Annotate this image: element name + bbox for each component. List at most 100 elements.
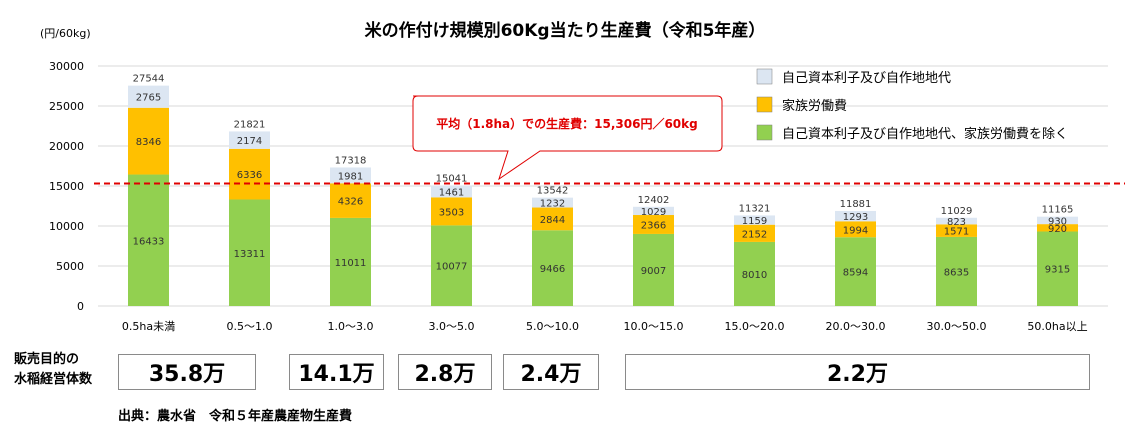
bar-total-label: 13542: [537, 186, 569, 197]
x-tick-label: 0.5～1.0: [227, 320, 273, 333]
x-tick-label: 3.0～5.0: [429, 320, 475, 333]
x-tick-label: 20.0～30.0: [826, 320, 886, 333]
bar-data-label: 8010: [742, 270, 767, 281]
bar-segment: [936, 217, 977, 225]
y-axis-unit-label: (円/60kg): [40, 27, 91, 40]
bar-data-label: 9315: [1045, 265, 1070, 276]
bar-data-label: 2174: [237, 136, 262, 147]
bar-segment: [734, 215, 775, 225]
bar-segment: [229, 199, 270, 306]
bar-data-label: 1232: [540, 199, 565, 210]
bar-data-label: 9007: [641, 266, 666, 277]
y-tick-label: 10000: [49, 220, 84, 233]
farm-count-box-1: 35.8万: [118, 354, 256, 390]
bar-total-label: 12402: [638, 195, 670, 206]
farm-count-label-line1: 販売目的の: [14, 352, 80, 367]
callout-box: [412, 95, 723, 181]
bar-segment: [532, 197, 573, 208]
bar-data-label: 1029: [641, 207, 666, 218]
y-tick-label: 0: [77, 300, 84, 313]
bar-total-label: 11029: [941, 206, 973, 217]
bar-data-label: 920: [1048, 224, 1067, 235]
stacked-bar-chart: 米の作付け規模別60Kg当たり生産費（令和5年産） (円/60kg) 0 5000…: [40, 20, 1125, 333]
bar-data-label: 1981: [338, 171, 363, 182]
bar-data-label: 823: [947, 217, 966, 228]
bar-data-label: 930: [1048, 216, 1067, 227]
bar-data-label: 10077: [436, 262, 468, 273]
bar-total-label: 17318: [335, 155, 367, 166]
bar-data-label: 2152: [742, 229, 767, 240]
y-tick-label: 25000: [49, 100, 84, 113]
bar-total-label: 11321: [739, 203, 771, 214]
bar-data-label: 1994: [843, 225, 868, 236]
bar-data-label: 9466: [540, 264, 565, 275]
x-axis-ticks: 0.5ha未満 0.5～1.0 1.0～3.0 3.0～5.0 5.0～10.0 10.0…: [122, 320, 1088, 333]
farm-count-box-2: 14.1万: [289, 354, 384, 390]
bar-data-label: 1571: [944, 227, 969, 238]
x-tick-label: 10.0～15.0: [624, 320, 684, 333]
bar-data-label: 8635: [944, 267, 969, 278]
bar-total-label: 11881: [840, 199, 872, 210]
farm-count-box-4: 2.4万: [503, 354, 599, 390]
bar-data-label: 1461: [439, 188, 464, 199]
bar-data-label: 16433: [133, 236, 165, 247]
bar-segment: [128, 107, 169, 175]
bar-segment: [1037, 231, 1078, 306]
bar-segment: [431, 197, 472, 226]
source-note: 出典：農水省 令和５年産農産物生産費: [118, 409, 353, 424]
y-tick-label: 20000: [49, 140, 84, 153]
average-callout: 平均（1.8ha）での生産費：15,306円／60kg: [412, 95, 723, 181]
bar-segment: [431, 185, 472, 198]
bar-total-label: 11165: [1042, 205, 1074, 216]
bar-segment: [532, 207, 573, 231]
y-axis-ticks: 0 5000 10000 15000 20000 25000 30000: [49, 60, 84, 313]
bar-data-label: 4326: [338, 197, 363, 208]
legend-swatch: [756, 68, 773, 85]
bar-segment: [1037, 224, 1078, 232]
x-tick-label: 1.0～3.0: [328, 320, 374, 333]
y-tick-label: 15000: [49, 180, 84, 193]
bar-data-label: 2844: [540, 215, 565, 226]
bar-total-label: 27544: [133, 74, 165, 85]
bar-segment: [431, 225, 472, 306]
callout-text: 平均（1.8ha）での生産費：15,306円／60kg: [436, 116, 697, 131]
bar-data-label: 6336: [237, 170, 262, 181]
bar-data-label: 2765: [136, 93, 161, 104]
farm-count-box-3: 2.8万: [398, 354, 492, 390]
bar-data-label: 11011: [335, 258, 367, 269]
x-tick-label: 30.0～50.0: [927, 320, 987, 333]
bar-segment: [835, 237, 876, 306]
bar-segment: [835, 221, 876, 238]
bar-segment: [330, 217, 371, 306]
x-tick-label: 0.5ha未満: [122, 320, 175, 333]
bar-segment: [835, 210, 876, 222]
bar-segment: [229, 131, 270, 149]
bar-data-label: 13311: [234, 249, 266, 260]
bar-data-label: 8346: [136, 137, 161, 148]
bar-segment: [936, 224, 977, 237]
bar-data-label: 2366: [641, 220, 666, 231]
farm-count-box-5: 2.2万: [625, 354, 1090, 390]
x-tick-label: 5.0～10.0: [526, 320, 579, 333]
bar-data-label: 1293: [843, 212, 868, 223]
farm-count-label: 販売目的の 水稲経営体数: [14, 350, 110, 390]
legend-swatch: [756, 96, 773, 113]
legend-swatch: [756, 124, 773, 141]
bar-data-label: 1159: [742, 216, 767, 227]
bar-segment: [128, 174, 169, 306]
chart-title: 米の作付け規模別60Kg当たり生産費（令和5年産）: [365, 20, 766, 41]
legend-label: 家族労働費: [782, 98, 847, 114]
farm-count-label-line2: 水稲経営体数: [14, 372, 93, 387]
bar-data-label: 3503: [439, 207, 464, 218]
y-tick-label: 5000: [56, 260, 84, 273]
bar-segment: [330, 183, 371, 218]
bar-segment: [734, 224, 775, 242]
bar-segment: [229, 148, 270, 200]
bar-segment: [734, 241, 775, 306]
bar-data-label: 8594: [843, 268, 868, 279]
bar-segment: [532, 230, 573, 306]
bar-total-label: 15041: [436, 174, 468, 185]
x-tick-label: 50.0ha以上: [1027, 320, 1087, 333]
bar-segment: [128, 85, 169, 108]
